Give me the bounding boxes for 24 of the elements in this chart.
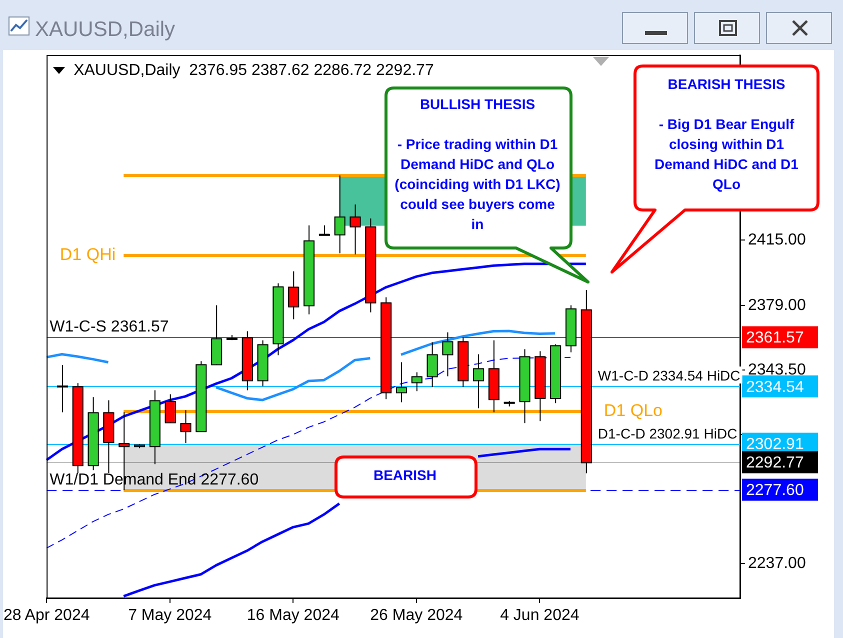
ref-line-label: W1-C-S 2361.57 xyxy=(50,318,169,336)
x-tick-label: 4 Jun 2024 xyxy=(500,607,580,624)
text: 2334.54 xyxy=(746,378,804,396)
y-tick-label: 2379.00 xyxy=(748,297,806,314)
text: 2292.77 xyxy=(746,454,804,472)
y-tick-label: 2343.50 xyxy=(748,361,806,378)
annotation: BEARISH xyxy=(372,466,438,485)
y-tick-label: 2237.00 xyxy=(748,554,806,572)
x-tick-label: 28 Apr 2024 xyxy=(3,607,90,624)
x-tick-label: 26 May 2024 xyxy=(370,607,463,624)
text: 2302.91 xyxy=(746,436,804,454)
ref-line-label: W1-C-D 2334.54 HiDC xyxy=(598,368,740,384)
y-tick-label: 2415.00 xyxy=(748,232,806,249)
ref-line-label: D1 QLo xyxy=(604,401,663,420)
x-tick-label: 7 May 2024 xyxy=(128,607,212,624)
text: BULLISH THESIS - Price trading within D1 Demand HiDC and QLo (coinciding with D1 LKC) could see buyers come in xyxy=(394,96,560,232)
text: 2277.60 xyxy=(746,482,804,500)
text: 2361.57 xyxy=(746,330,804,347)
ref-line-label: D1-C-D 2302.91 HiDC xyxy=(598,426,738,442)
x-tick-label: 16 May 2024 xyxy=(246,607,340,624)
text: BEARISH THESIS - Big D1 Bear Engulf closing within D1 Demand HiDC and D1 QLo xyxy=(654,76,798,192)
chart-subtitle: XAUUSD,Daily 2376.95 2387.62 2286.72 2292.77 xyxy=(74,62,434,80)
ref-line-label: D1 QHi xyxy=(60,245,116,264)
chart-title: XAUUSD,Daily xyxy=(35,18,176,42)
